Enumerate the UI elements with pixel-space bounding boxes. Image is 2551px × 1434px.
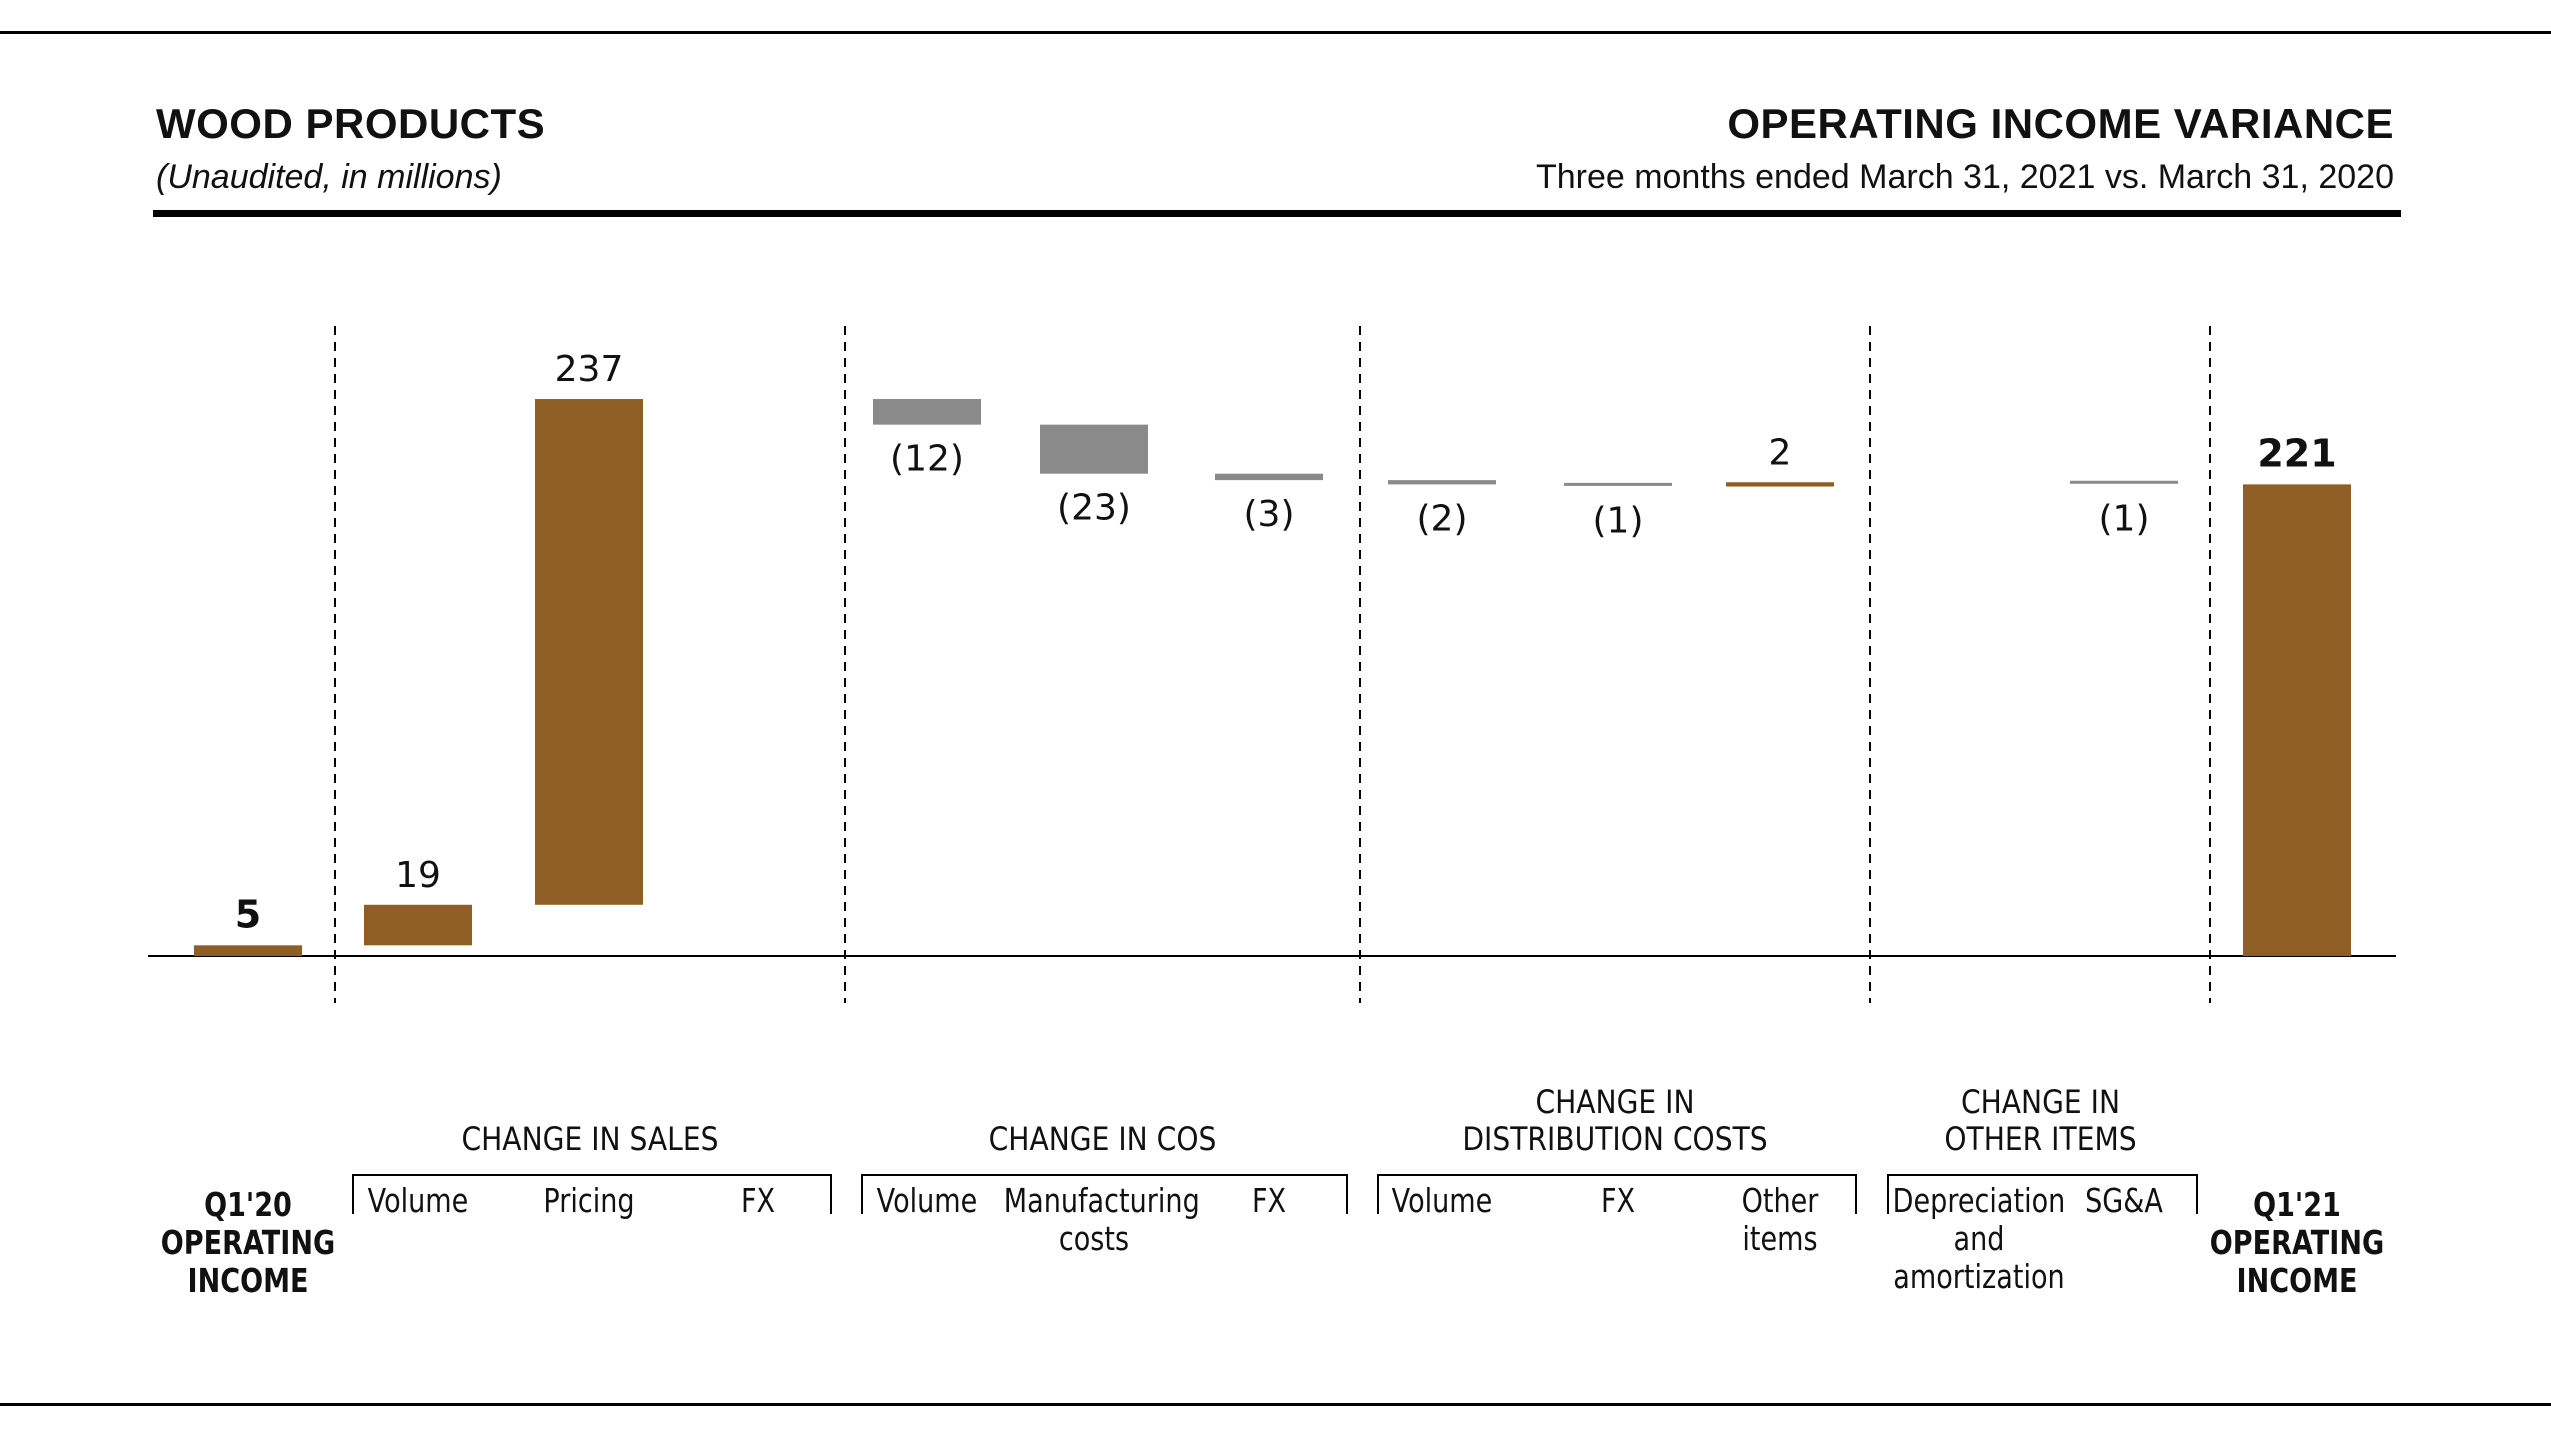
group-bracket-cos (861, 1174, 1348, 1214)
bar-step (1388, 480, 1496, 485)
start-label: Q1'20 OPERATING INCOME (160, 1185, 336, 1300)
bar-step (535, 399, 643, 905)
bar-step (1040, 424, 1148, 474)
value-label-step: (2) (1417, 498, 1468, 539)
category-label: Manufacturing costs (1003, 1181, 1200, 1258)
value-label-step: (1) (1593, 501, 1644, 542)
category-label: Volume (876, 1181, 978, 1220)
bar-step (2070, 480, 2178, 484)
value-label-step: (23) (1057, 488, 1131, 529)
category-label: SG&A (2085, 1181, 2163, 1220)
group-bracket-sales (352, 1174, 832, 1214)
bar-step (364, 904, 472, 946)
value-label-step: (3) (1244, 494, 1295, 535)
category-label: Volume (1391, 1181, 1493, 1220)
group-bracket-dist (1377, 1174, 1857, 1214)
segment-title: WOOD PRODUCTS (156, 100, 546, 147)
category-label: Depreciation and amortization (1892, 1181, 2066, 1296)
category-label: Volume (367, 1181, 469, 1220)
category-label: FX (1600, 1181, 1636, 1220)
header-divider (153, 210, 2401, 217)
group-label-sales: CHANGE IN SALES (461, 1120, 719, 1158)
group-bracket-other (1887, 1174, 2198, 1214)
bar-end (2243, 484, 2351, 956)
report-title: OPERATING INCOME VARIANCE (1727, 100, 2394, 147)
bar-step (1564, 482, 1672, 486)
value-label-step: (1) (2099, 498, 2150, 539)
category-label: FX (740, 1181, 776, 1220)
bar-step (1215, 473, 1323, 481)
bar-step (1726, 482, 1834, 487)
group-label-other: CHANGE IN OTHER ITEMS (1944, 1083, 2137, 1158)
category-label: Other items (1741, 1181, 1819, 1258)
end-label: Q1'21 OPERATING INCOME (2209, 1185, 2385, 1300)
category-label: FX (1251, 1181, 1287, 1220)
group-label-cos: CHANGE IN COS (988, 1120, 1217, 1158)
bar-step (873, 399, 981, 425)
value-label-step: (12) (890, 439, 964, 480)
value-label-step: 237 (555, 349, 624, 390)
group-label-dist: CHANGE IN DISTRIBUTION COSTS (1462, 1083, 1768, 1158)
top-rule (0, 31, 2551, 34)
bar-start (194, 945, 302, 956)
category-label: Pricing (543, 1181, 635, 1220)
report-subtitle: Three months ended March 31, 2021 vs. Ma… (1535, 158, 2394, 196)
value-label-step: 19 (395, 855, 441, 896)
value-label-start: 5 (235, 892, 261, 936)
bottom-rule (0, 1403, 2551, 1406)
segment-subtitle: (Unaudited, in millions) (156, 158, 502, 196)
value-label-end: 221 (2257, 431, 2336, 475)
value-label-step: 2 (1769, 432, 1792, 473)
